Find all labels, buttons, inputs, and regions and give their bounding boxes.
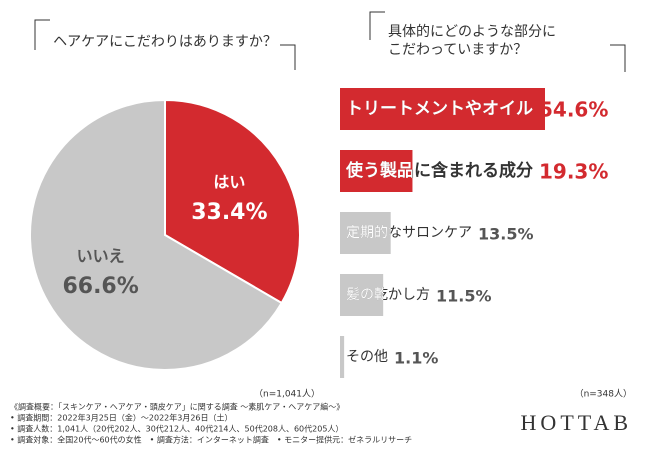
bar-label: 髪の乾かし方 <box>346 287 430 303</box>
bar-label: 使う製品に含まれる成分 <box>345 160 533 181</box>
bar <box>340 212 391 254</box>
bar-title: 具体的にどのような部分に <box>388 24 556 40</box>
bar-value: 11.5% <box>436 287 492 306</box>
bar-label: その他 <box>346 349 388 365</box>
footnote: • 調査人数：1,041人（20代202人、30代212人、40代214人、50… <box>10 424 343 434</box>
pie-slice <box>164 98 301 305</box>
footnote: 《調査概要：「スキンケア・ヘアケア・頭皮ケア」に関する調査 ～素肌ケア・ヘアケア… <box>10 402 344 412</box>
bar-label: 髪の乾かし方 <box>346 287 430 303</box>
bar-note: （n=348人） <box>575 389 632 400</box>
bar-label: トリートメントやオイル <box>346 99 533 119</box>
footnote: • 調査期間：2022年3月25日（金）～2022年3月26日（土） <box>10 413 233 423</box>
bar-label: 定期的なサロンケア <box>346 225 472 241</box>
title-brackets <box>34 11 626 72</box>
pie-note: （n=1,041人） <box>254 389 320 400</box>
footnote: • 調査対象：全国20代～60代の女性 • 調査方法：インターネット調査 • モ… <box>10 435 412 445</box>
bar-label: トリートメントやオイル <box>346 99 533 119</box>
bar <box>340 336 345 378</box>
bar-label: 使う製品に含まれる成分 <box>345 160 533 181</box>
bar-value: 1.1% <box>394 349 438 368</box>
bar-value: 54.6% <box>539 98 608 122</box>
slice-value: 33.4% <box>191 200 267 225</box>
bar-value: 13.5% <box>478 225 534 244</box>
bar-label: 定期的なサロンケア <box>346 225 472 241</box>
bar-title: こだわっていますか？ <box>388 42 527 58</box>
bar <box>340 88 545 130</box>
slice-label: はい <box>213 173 245 192</box>
bar-value: 19.3% <box>539 160 608 184</box>
slice-value: 66.6% <box>62 274 138 299</box>
pie-slice <box>29 98 283 371</box>
pie-title: ヘアケアにこだわりはありますか？ <box>53 34 277 50</box>
bar <box>340 150 413 192</box>
slice-label: いいえ <box>77 246 125 265</box>
brand: HOTTAB <box>521 410 632 435</box>
bar <box>340 274 384 316</box>
